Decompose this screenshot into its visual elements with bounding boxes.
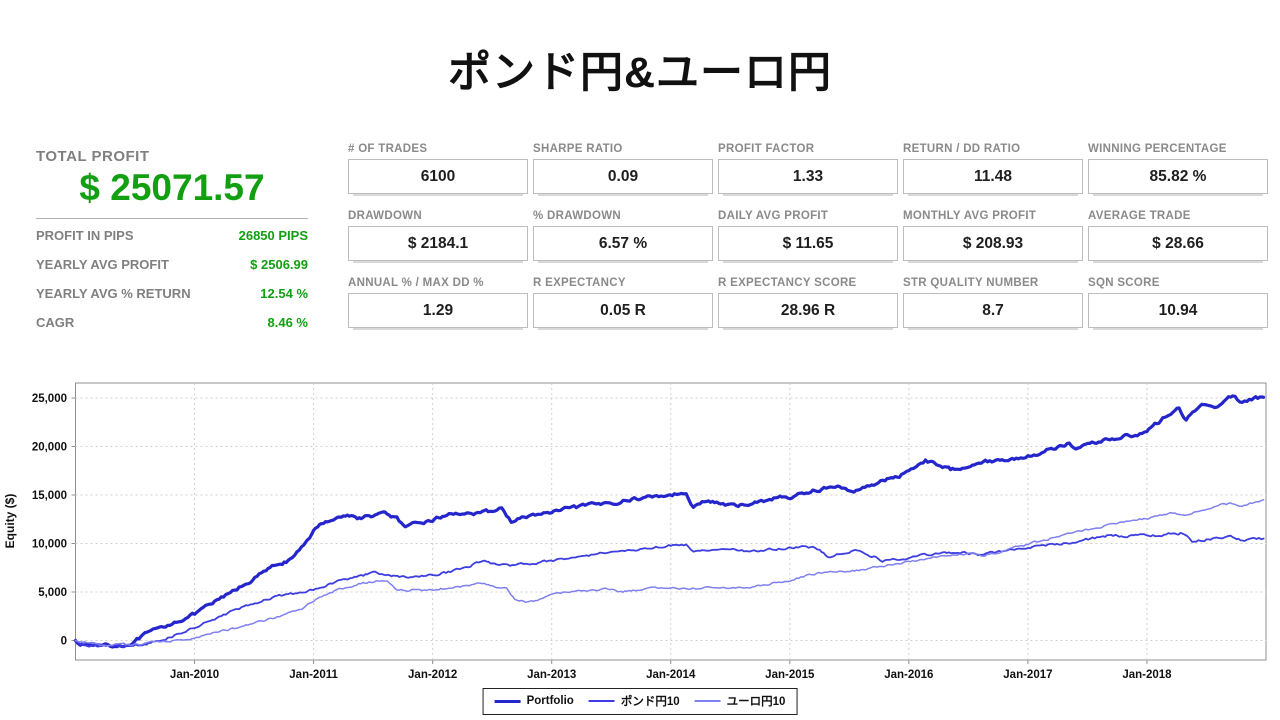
stat-label: MONTHLY AVG PROFIT	[903, 210, 1037, 222]
svg-text:Jan-2013: Jan-2013	[527, 669, 576, 681]
legend-item-eurjpy: ユーロ円10	[694, 693, 786, 709]
stat-value: 0.05 R	[533, 293, 713, 328]
total-profit-value: $ 25071.57	[79, 167, 265, 208]
stat-return-dd-ratio: RETURN / DD RATIO 11.48	[903, 143, 1088, 194]
equity-curve-plot: 0 5,000 10,000 15,000 20,000 25,000 Jan-2010 Ja…	[3, 382, 1267, 681]
stat-label: R EXPECTANCY	[533, 277, 626, 289]
portfolio-line-swatch	[494, 699, 521, 703]
stat-value: 10.94	[1088, 293, 1268, 328]
svg-text:Jan-2016: Jan-2016	[884, 669, 933, 681]
svg-text:10,000: 10,000	[32, 539, 67, 551]
summary-row-value: $ 2506.99	[250, 257, 308, 272]
stat-value: 28.96 R	[718, 293, 898, 328]
summary-row-label: PROFIT IN PIPS	[36, 228, 134, 243]
gbpjpy-line-swatch	[588, 700, 615, 702]
stat-value: 1.33	[718, 159, 898, 194]
stat-sqn-score: SQN SCORE 10.94	[1088, 277, 1273, 328]
stat-value: 6100	[348, 159, 528, 194]
svg-text:0: 0	[61, 636, 67, 648]
stat-value: 8.7	[903, 293, 1083, 328]
svg-text:Jan-2012: Jan-2012	[408, 669, 457, 681]
stat-label: STR QUALITY NUMBER	[903, 277, 1039, 289]
stat-value: 0.09	[533, 159, 713, 194]
summary-row-value: 26850 PIPS	[238, 228, 308, 243]
summary-divider	[36, 218, 308, 219]
legend-label: Portfolio	[526, 695, 574, 707]
stat-value: 11.48	[903, 159, 1083, 194]
total-profit-panel: TOTAL PROFIT $ 25071.57 PROFIT IN PIPS 2…	[36, 148, 308, 344]
legend-item-gbpjpy: ポンド円10	[588, 693, 680, 709]
svg-text:5,000: 5,000	[38, 587, 67, 599]
stat-r-expectancy: R EXPECTANCY 0.05 R	[533, 277, 718, 328]
legend-label: ユーロ円10	[726, 696, 786, 708]
svg-text:Jan-2011: Jan-2011	[289, 669, 338, 681]
summary-row-value: 12.54 %	[260, 286, 308, 301]
svg-text:Jan-2014: Jan-2014	[646, 669, 696, 681]
page-title: ポンド円&ユーロ円	[447, 49, 833, 97]
svg-text:Jan-2017: Jan-2017	[1003, 669, 1052, 681]
summary-row-label: CAGR	[36, 315, 75, 330]
stat-annual-max-dd: ANNUAL % / MAX DD % 1.29	[348, 277, 533, 328]
stat-pct-drawdown: % DRAWDOWN 6.57 %	[533, 210, 718, 261]
summary-row-label: YEARLY AVG % RETURN	[36, 286, 191, 301]
stat-label: SHARPE RATIO	[533, 143, 623, 155]
svg-text:Jan-2018: Jan-2018	[1122, 669, 1172, 681]
summary-row-yearly-avg-return: YEARLY AVG % RETURN 12.54 %	[36, 286, 308, 315]
stat-label: SQN SCORE	[1088, 277, 1160, 289]
summary-row-yearly-avg-profit: YEARLY AVG PROFIT $ 2506.99	[36, 257, 308, 286]
stat-value: $ 2184.1	[348, 226, 528, 261]
stat-label: # OF TRADES	[348, 143, 428, 155]
svg-text:20,000: 20,000	[32, 442, 67, 454]
stat-value: $ 11.65	[718, 226, 898, 261]
legend-item-portfolio: Portfolio	[494, 695, 574, 707]
stat-label: DAILY AVG PROFIT	[718, 210, 829, 222]
stat-label: AVERAGE TRADE	[1088, 210, 1191, 222]
stats-grid: # OF TRADES 6100 SHARPE RATIO 0.09 PROFI…	[348, 143, 1273, 344]
stat-label: DRAWDOWN	[348, 210, 422, 222]
stat-label: ANNUAL % / MAX DD %	[348, 277, 484, 289]
stat-average-trade: AVERAGE TRADE $ 28.66	[1088, 210, 1273, 261]
equity-chart: 0 5,000 10,000 15,000 20,000 25,000 Jan-2010 Ja…	[0, 370, 1280, 720]
stat-num-trades: # OF TRADES 6100	[348, 143, 533, 194]
legend-label: ポンド円10	[620, 696, 680, 708]
svg-text:Jan-2010: Jan-2010	[170, 669, 219, 681]
stat-value: 85.82 %	[1088, 159, 1268, 194]
stat-label: RETURN / DD RATIO	[903, 143, 1021, 155]
stat-value: 6.57 %	[533, 226, 713, 261]
stat-value: $ 28.66	[1088, 226, 1268, 261]
stat-str-quality-number: STR QUALITY NUMBER 8.7	[903, 277, 1088, 328]
stat-daily-avg-profit: DAILY AVG PROFIT $ 11.65	[718, 210, 903, 261]
stat-monthly-avg-profit: MONTHLY AVG PROFIT $ 208.93	[903, 210, 1088, 261]
eurjpy-line-swatch	[694, 700, 721, 702]
stat-label: R EXPECTANCY SCORE	[718, 277, 857, 289]
stat-value: 1.29	[348, 293, 528, 328]
stat-winning-percentage: WINNING PERCENTAGE 85.82 %	[1088, 143, 1273, 194]
svg-text:15,000: 15,000	[32, 490, 67, 502]
summary-row-value: 8.46 %	[267, 315, 308, 330]
stat-drawdown: DRAWDOWN $ 2184.1	[348, 210, 533, 261]
stat-profit-factor: PROFIT FACTOR 1.33	[718, 143, 903, 194]
summary-row-profit-in-pips: PROFIT IN PIPS 26850 PIPS	[36, 228, 308, 257]
stat-value: $ 208.93	[903, 226, 1083, 261]
stat-r-expectancy-score: R EXPECTANCY SCORE 28.96 R	[718, 277, 903, 328]
summary-row-label: YEARLY AVG PROFIT	[36, 257, 169, 272]
summary-row-cagr: CAGR 8.46 %	[36, 315, 308, 344]
stat-label: % DRAWDOWN	[533, 210, 621, 222]
stat-label: PROFIT FACTOR	[718, 143, 815, 155]
svg-text:Jan-2015: Jan-2015	[765, 669, 815, 681]
svg-text:Equity ($): Equity ($)	[3, 494, 17, 549]
total-profit-label: TOTAL PROFIT	[36, 148, 150, 165]
summary-rows: PROFIT IN PIPS 26850 PIPS YEARLY AVG PRO…	[36, 228, 308, 344]
stat-label: WINNING PERCENTAGE	[1088, 143, 1227, 155]
stat-sharpe-ratio: SHARPE RATIO 0.09	[533, 143, 718, 194]
chart-legend: Portfolio ポンド円10 ユーロ円10	[482, 688, 798, 715]
svg-text:25,000: 25,000	[32, 393, 67, 405]
